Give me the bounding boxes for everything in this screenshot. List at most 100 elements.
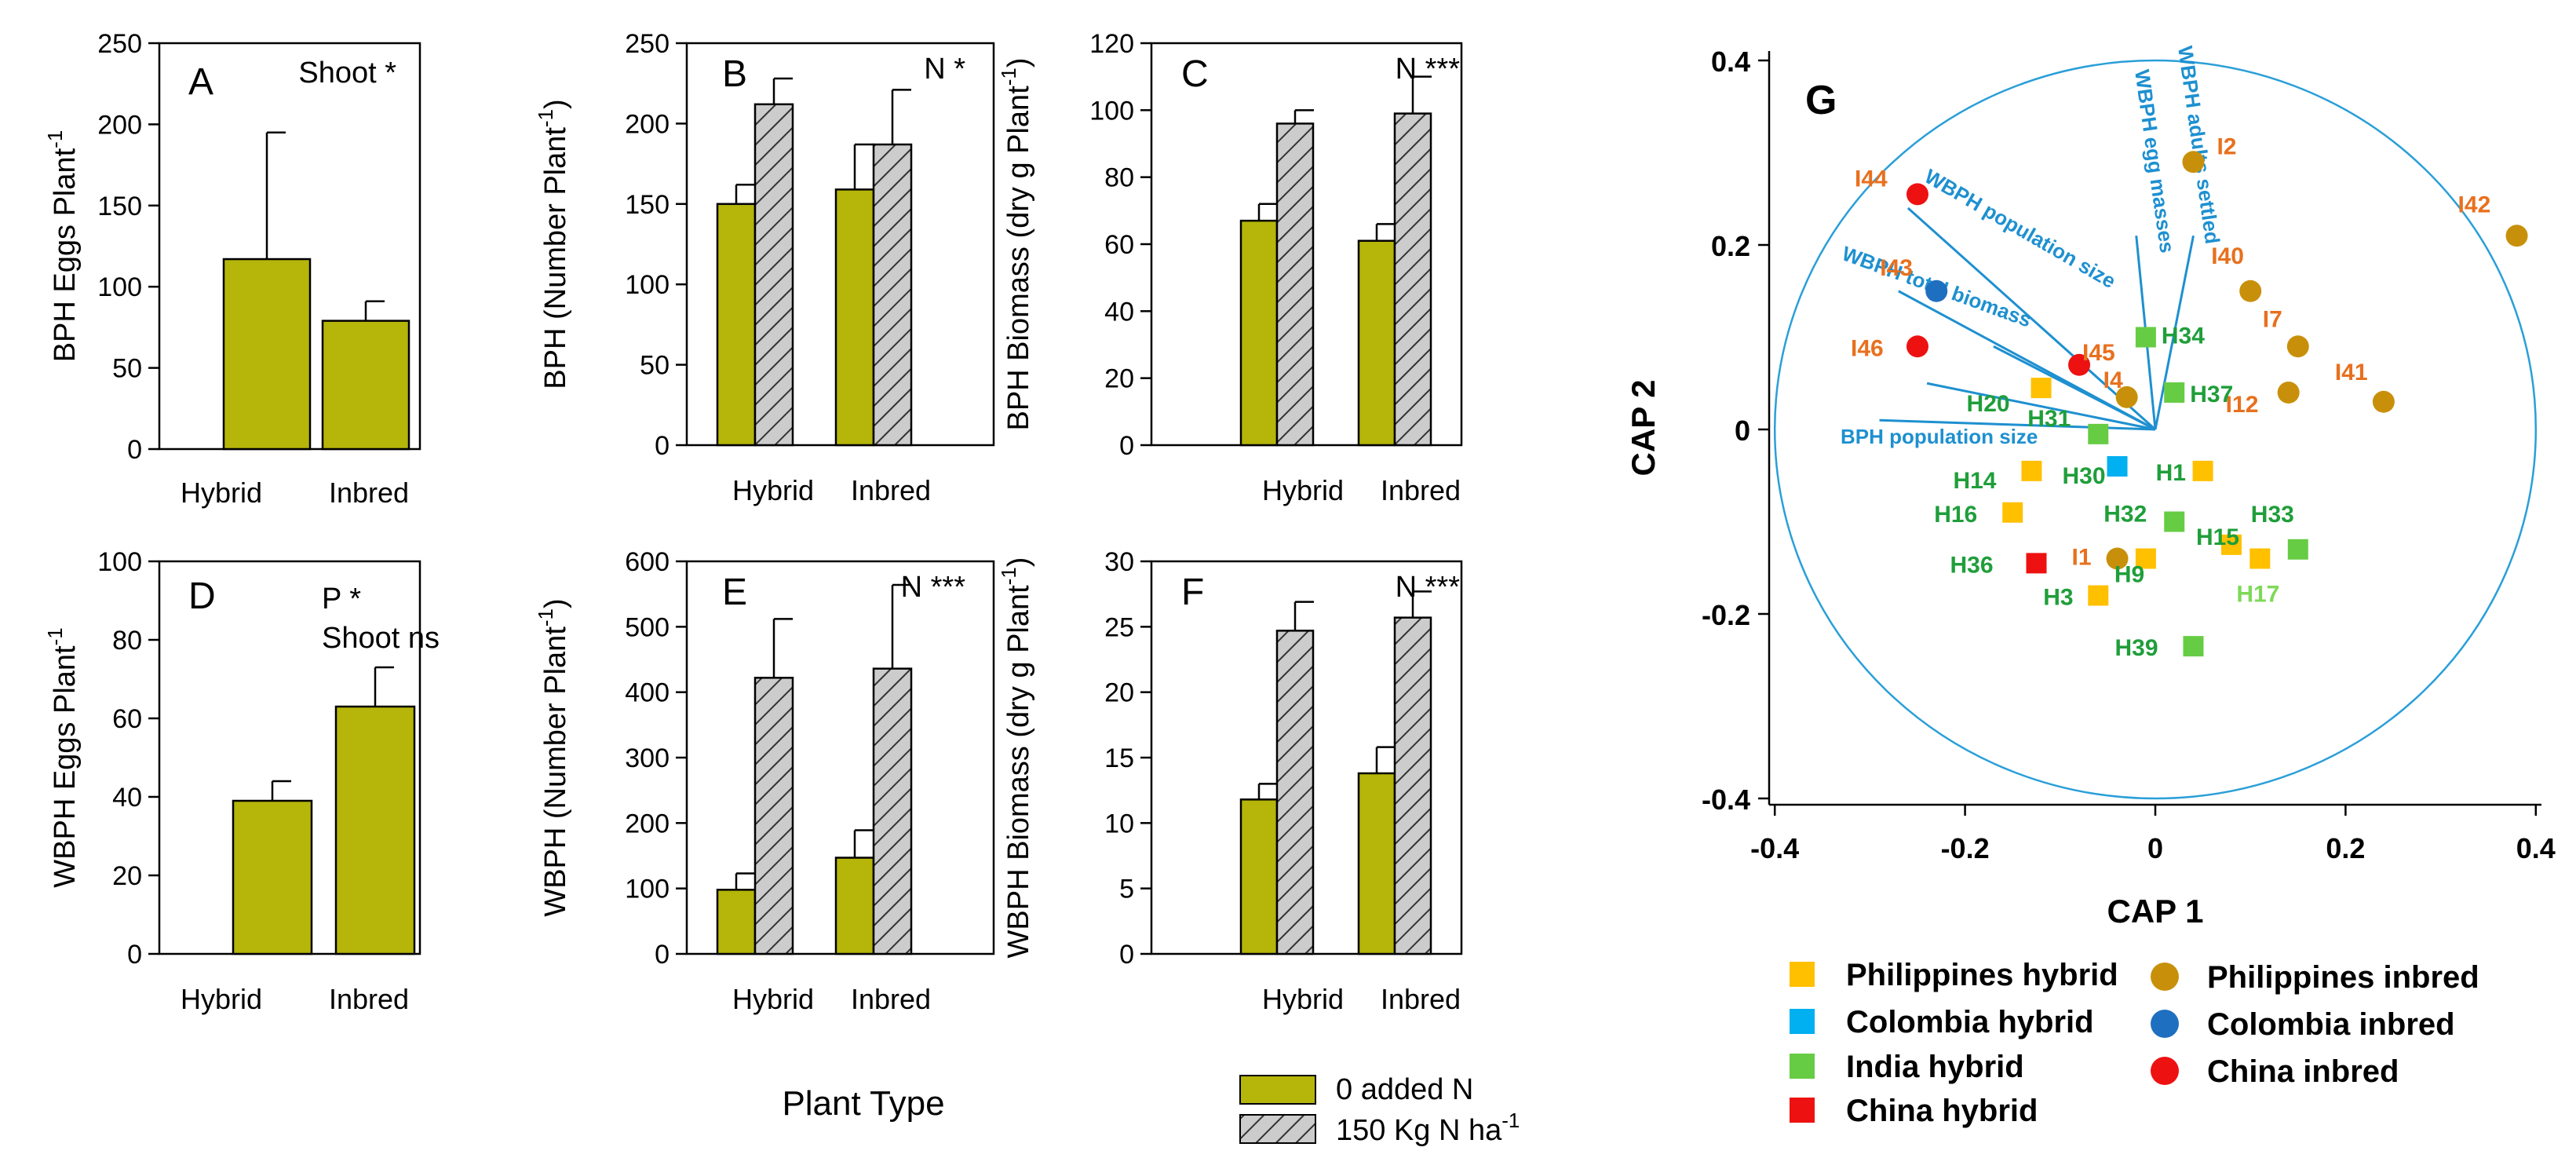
y-axis-label: WBPH Eggs Plant-1 bbox=[43, 627, 82, 887]
y-tick-label: 0 bbox=[127, 940, 142, 970]
data-point-h9 bbox=[2135, 548, 2156, 569]
data-point-label: H33 bbox=[2251, 502, 2294, 528]
data-point-i45 bbox=[2068, 353, 2091, 376]
x-tick-label: Hybrid bbox=[1262, 474, 1344, 506]
bar-a-hybrid-zero-n bbox=[222, 258, 312, 451]
data-point-label: I1 bbox=[2072, 545, 2092, 571]
data-point-label: H37 bbox=[2190, 382, 2233, 407]
x-tick-label: Hybrid bbox=[181, 477, 262, 509]
correlation-circle bbox=[1773, 59, 2538, 800]
legend-label: Colombia hybrid bbox=[1846, 1005, 2094, 1039]
bar-f-hybrid-150-n bbox=[1275, 630, 1315, 955]
y-tick-label: 100 bbox=[97, 547, 142, 577]
g-y-tick-label: -0.4 bbox=[1702, 784, 1750, 816]
data-point-label: I42 bbox=[2458, 192, 2491, 217]
g-y-tick-label: 0.2 bbox=[1711, 230, 1750, 262]
y-tick-label: 600 bbox=[625, 547, 670, 577]
y-tick-label: 150 bbox=[97, 192, 142, 221]
legend-marker bbox=[1790, 962, 1815, 987]
data-point-label: H31 bbox=[2027, 406, 2071, 432]
data-point-label: H1 bbox=[2156, 460, 2186, 486]
y-tick-label: 100 bbox=[625, 875, 670, 904]
data-point-label: I40 bbox=[2211, 243, 2244, 269]
y-tick-label: 20 bbox=[1104, 678, 1134, 708]
g-y-tick-label: 0 bbox=[1735, 415, 1750, 447]
x-tick-label: Inbred bbox=[1381, 474, 1461, 506]
bar-e-inbred-150-n bbox=[872, 667, 913, 955]
bar-c-hybrid-zero-n bbox=[1239, 219, 1279, 447]
biplot-vector bbox=[1906, 206, 2157, 431]
panel-e: 0 100 200 300 400 500 600 WBPH (Number Plant-1)… bbox=[534, 547, 995, 1015]
bar-d-inbred-zero-n bbox=[334, 705, 416, 955]
g-y-axis-label: CAP 2 bbox=[1625, 380, 1662, 477]
data-point-h34 bbox=[2135, 327, 2156, 348]
data-point-label: I43 bbox=[1880, 255, 1913, 281]
legend-swatch-150-n bbox=[1239, 1114, 1316, 1144]
legend-marker bbox=[1790, 1009, 1815, 1034]
legend-marker bbox=[2151, 1010, 2179, 1038]
data-point-label: H9 bbox=[2114, 562, 2144, 588]
y-axis-label: WBPH (Number Plant-1) bbox=[534, 598, 572, 916]
y-axis-label: BPH Biomass (dry g Plant-1) bbox=[997, 57, 1035, 430]
y-tick-label: 80 bbox=[1104, 163, 1134, 193]
g-x-tick-label: 0.4 bbox=[2516, 832, 2556, 864]
bar-b-inbred-150-n bbox=[872, 143, 913, 447]
g-legend-item: India hybrid bbox=[1790, 1050, 2024, 1084]
bar-b-hybrid-150-n bbox=[753, 103, 794, 447]
data-point-label: I44 bbox=[1855, 166, 1888, 192]
data-point-h37 bbox=[2164, 382, 2185, 403]
y-tick-label: 60 bbox=[112, 704, 142, 734]
biplot-vector bbox=[1993, 345, 2156, 431]
data-point-h16 bbox=[2002, 502, 2023, 523]
g-x-tick-label: 0 bbox=[2147, 832, 2163, 864]
bar-b-inbred-zero-n bbox=[834, 188, 875, 447]
y-tick-label: 40 bbox=[1104, 297, 1134, 327]
bar-f-inbred-zero-n bbox=[1357, 772, 1396, 955]
y-tick-label: 500 bbox=[625, 612, 670, 642]
biplot-vector bbox=[2154, 235, 2195, 430]
y-tick-label: 120 bbox=[1089, 29, 1134, 59]
panel-c: 0 20 40 60 80 100 120 BPH Biomass (dry g Plant-… bbox=[997, 29, 1463, 506]
y-tick-label: 10 bbox=[1104, 809, 1134, 838]
biplot-vector-label: WBPH population size bbox=[1921, 164, 2120, 293]
y-tick-label: 200 bbox=[97, 110, 142, 140]
y-tick-label: 20 bbox=[1104, 364, 1134, 394]
data-point-i46 bbox=[1906, 335, 1928, 358]
bar-f-inbred-150-n bbox=[1393, 616, 1432, 955]
y-tick-label: 25 bbox=[1104, 612, 1134, 642]
data-point-label: H39 bbox=[2114, 635, 2158, 661]
data-point-label: I7 bbox=[2263, 306, 2282, 332]
data-point-i2 bbox=[2182, 151, 2205, 174]
data-point-i44 bbox=[1906, 183, 1928, 206]
x-tick-label: Inbred bbox=[851, 983, 931, 1015]
bar-e-hybrid-150-n bbox=[753, 677, 794, 955]
data-point-label: I45 bbox=[2082, 340, 2115, 366]
x-tick-label: Hybrid bbox=[732, 474, 814, 506]
data-point-h3 bbox=[2088, 585, 2109, 606]
legend-label: Philippines inbred bbox=[2207, 960, 2479, 995]
data-point-h31 bbox=[2088, 423, 2109, 444]
y-tick-label: 0 bbox=[1119, 940, 1134, 970]
data-point-label: H20 bbox=[1967, 391, 2010, 417]
panel-letter: E bbox=[722, 572, 747, 613]
data-point-h15 bbox=[2220, 534, 2242, 555]
data-point-label: I12 bbox=[2226, 392, 2259, 418]
data-point-h1 bbox=[2192, 460, 2213, 481]
g-legend-item: Colombia inbred bbox=[2151, 1007, 2455, 1042]
significance-annotation: N *** bbox=[901, 571, 966, 604]
data-point-label: I41 bbox=[2335, 360, 2368, 385]
y-tick-label: 100 bbox=[625, 270, 670, 300]
significance-annotation: N *** bbox=[1396, 53, 1461, 86]
data-point-h20 bbox=[2031, 378, 2052, 399]
x-tick-label: Hybrid bbox=[181, 983, 262, 1015]
g-y-tick-label: -0.2 bbox=[1702, 599, 1750, 631]
x-tick-label: Inbred bbox=[329, 983, 409, 1015]
y-tick-label: 50 bbox=[112, 354, 142, 384]
data-point-label: H30 bbox=[2063, 463, 2106, 489]
data-point-i4 bbox=[2115, 385, 2138, 408]
x-tick-label: Hybrid bbox=[732, 983, 814, 1015]
data-point-i7 bbox=[2286, 335, 2309, 358]
bar-e-inbred-zero-n bbox=[834, 857, 875, 955]
legend-label-150-n: 150 Kg N ha-1 bbox=[1336, 1109, 1520, 1147]
